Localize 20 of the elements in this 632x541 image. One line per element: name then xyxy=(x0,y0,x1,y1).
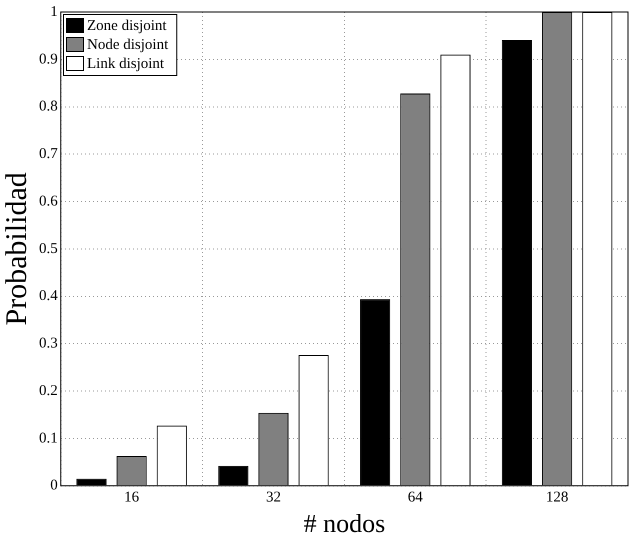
x-tick-label: 64 xyxy=(408,490,424,506)
x-axis-title: # nodos xyxy=(304,509,386,538)
x-tick-label: 128 xyxy=(546,490,568,506)
x-tick-label: 32 xyxy=(266,490,281,506)
legend-label: Node disjoint xyxy=(87,36,170,53)
legend-label: Link disjoint xyxy=(87,56,165,72)
y-axis-title: Probabilidad xyxy=(0,172,33,326)
y-tick-label: 0.7 xyxy=(39,146,58,162)
legend-label: Zone disjoint xyxy=(87,18,168,34)
y-tick-label: 0.1 xyxy=(39,430,58,446)
y-tick-label: 0.6 xyxy=(39,193,58,210)
y-tick-label: 0.5 xyxy=(39,240,58,257)
y-tick-label: 1 xyxy=(50,4,58,20)
y-tick-label: 0.3 xyxy=(39,336,58,352)
y-tick-label: 0 xyxy=(50,478,58,494)
y-tick-label: 0.4 xyxy=(39,288,58,304)
x-tick-label: 16 xyxy=(124,490,140,506)
y-tick-label: 0.2 xyxy=(39,382,58,399)
y-tick-label: 0.8 xyxy=(39,98,58,115)
y-tick-label: 0.9 xyxy=(39,51,58,68)
